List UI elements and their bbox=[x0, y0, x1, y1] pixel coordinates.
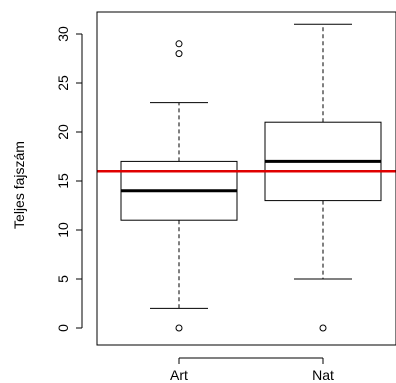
outlier-point bbox=[175, 50, 183, 58]
box-nat bbox=[264, 23, 382, 332]
outlier-point bbox=[175, 40, 183, 48]
y-axis: 0 5 10 15 20 25 30 bbox=[55, 26, 83, 332]
boxes-layer bbox=[120, 23, 382, 332]
y-tick-label: 5 bbox=[55, 275, 71, 283]
y-tick-label: 10 bbox=[55, 222, 71, 238]
y-axis-label: Teljes fajszám bbox=[11, 141, 27, 229]
x-axis: Art Nat bbox=[170, 357, 334, 383]
y-tick-label: 20 bbox=[55, 124, 71, 140]
y-tick-label: 30 bbox=[55, 26, 71, 42]
x-tick-label-art: Art bbox=[170, 367, 188, 383]
y-tick-label: 15 bbox=[55, 173, 71, 189]
outlier-point bbox=[319, 324, 327, 332]
box-art bbox=[120, 40, 238, 332]
plot-frame bbox=[96, 11, 396, 346]
outlier-point bbox=[175, 324, 183, 332]
x-tick-label-nat: Nat bbox=[312, 367, 334, 383]
y-tick-label: 0 bbox=[55, 324, 71, 332]
y-tick-label: 25 bbox=[55, 75, 71, 91]
